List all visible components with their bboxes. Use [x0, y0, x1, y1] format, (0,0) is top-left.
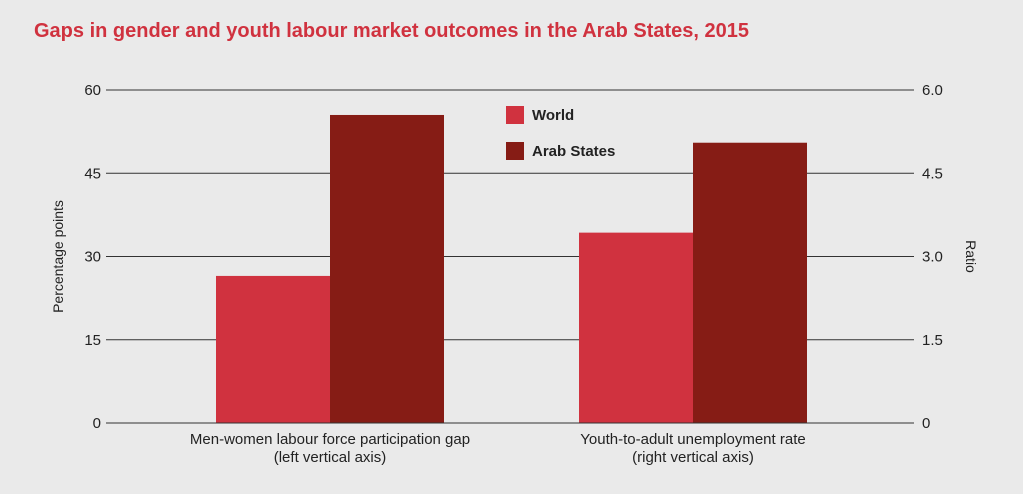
legend-swatch — [506, 106, 524, 124]
y-left-tick-label: 0 — [93, 415, 101, 432]
category-label: (right vertical axis) — [632, 449, 754, 466]
bar-world — [579, 232, 693, 423]
y-right-tick-label: 6.0 — [922, 82, 943, 99]
y-left-tick-label: 45 — [84, 165, 101, 182]
bar-arab-states — [693, 142, 807, 423]
y-right-axis-label: Ratio — [963, 240, 979, 273]
category-label: Youth-to-adult unemployment rate — [580, 431, 805, 448]
chart-title: Gaps in gender and youth labour market o… — [34, 20, 749, 42]
category-label: Men-women labour force participation gap — [190, 431, 470, 448]
bars — [216, 114, 807, 423]
y-right-tick-label: 0 — [922, 415, 930, 432]
y-right-tick-label: 1.5 — [922, 332, 943, 349]
y-right-tick-label: 3.0 — [922, 249, 943, 266]
y-left-tick-label: 30 — [84, 249, 101, 266]
y-right-tick-label: 4.5 — [922, 165, 943, 182]
bar-arab-states — [330, 114, 444, 423]
bar-world — [216, 275, 330, 423]
legend-label: World — [532, 107, 574, 124]
y-left-tick-label: 15 — [84, 332, 101, 349]
legend-label: Arab States — [532, 143, 615, 160]
legend-swatch — [506, 142, 524, 160]
category-label: (left vertical axis) — [274, 449, 387, 466]
y-left-axis-label: Percentage points — [50, 200, 66, 313]
axes: 0 15 30 45 60 0 1.5 3.0 4.5 6.0 Percentage points R… — [50, 82, 979, 466]
y-left-tick-label: 60 — [84, 82, 101, 99]
legend: World Arab States — [506, 106, 615, 160]
